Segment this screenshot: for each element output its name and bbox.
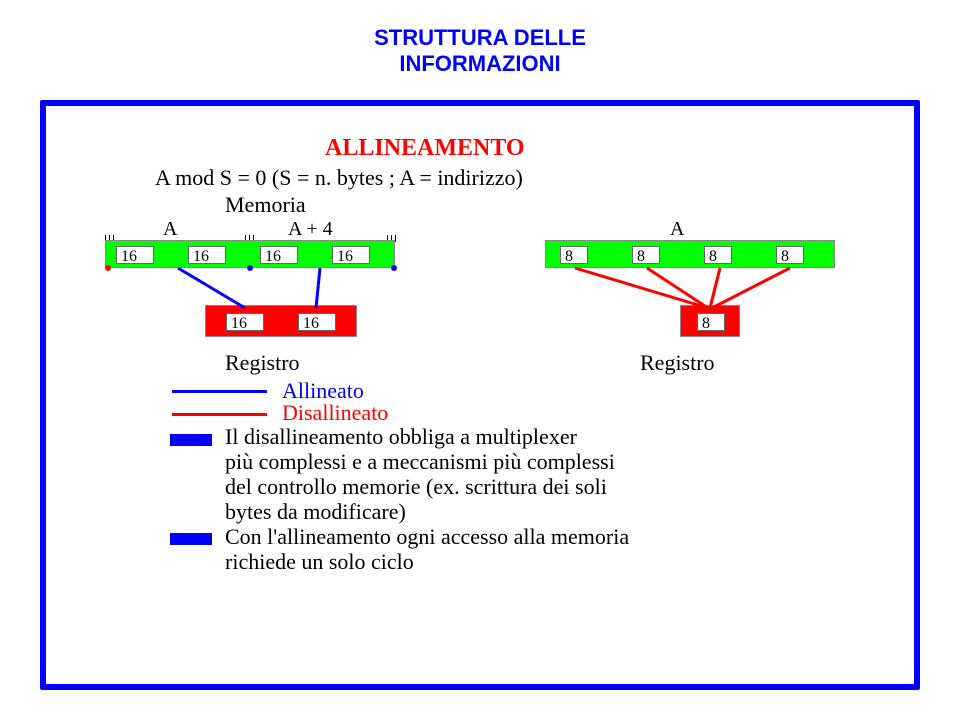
slot16-0: 16 <box>121 248 137 266</box>
body3: del controllo memorie (ex. scrittura dei… <box>225 474 607 500</box>
body4: bytes da modificare) <box>225 499 406 525</box>
memory-bar-right: 8 8 8 8 <box>545 240 835 268</box>
section-heading: ALLINEAMENTO <box>325 135 525 162</box>
slot8-3: 8 <box>781 248 789 266</box>
slide: { "title_l1": "STRUTTURA DELLE", "title_… <box>0 0 960 720</box>
legend-disallineato-line <box>172 413 267 416</box>
reg8-0: 8 <box>702 315 710 333</box>
body6: richiede un solo ciclo <box>225 549 414 575</box>
slot8-0: 8 <box>565 248 573 266</box>
title-line-2: INFORMAZIONI <box>330 51 630 77</box>
register-bar-right: 8 <box>680 305 740 337</box>
register-bar-left: 16 16 <box>205 305 357 337</box>
body5: Con l'allineamento ogni accesso alla mem… <box>225 524 629 550</box>
bullet-2 <box>170 533 212 545</box>
memory-bar-left: 16 16 16 16 <box>105 240 395 268</box>
page-title: STRUTTURA DELLE INFORMAZIONI <box>330 25 630 78</box>
disallineato-label: Disallineato <box>282 400 388 426</box>
slot16-3: 16 <box>337 248 353 266</box>
slot8-1: 8 <box>637 248 645 266</box>
slot16-2: 16 <box>265 248 281 266</box>
registro-left-label: Registro <box>225 350 300 376</box>
legend-allineato-line <box>172 390 267 393</box>
label-A-left: A <box>163 218 177 241</box>
registro-right-label: Registro <box>640 350 715 376</box>
formula: A mod S = 0 (S = n. bytes ; A = indirizz… <box>155 165 523 191</box>
bullet-1 <box>170 434 212 446</box>
label-A-right: A <box>670 218 684 241</box>
memoria-label: Memoria <box>225 192 306 218</box>
slot16-1: 16 <box>193 248 209 266</box>
label-Aplus4: A + 4 <box>288 218 333 241</box>
slot8-2: 8 <box>709 248 717 266</box>
reg16-1: 16 <box>303 315 319 333</box>
title-line-1: STRUTTURA DELLE <box>330 25 630 51</box>
body1: Il disallineamento obbliga a multiplexer <box>225 424 577 450</box>
body2: più complessi e a meccanismi più comples… <box>225 449 615 475</box>
reg16-0: 16 <box>231 315 247 333</box>
